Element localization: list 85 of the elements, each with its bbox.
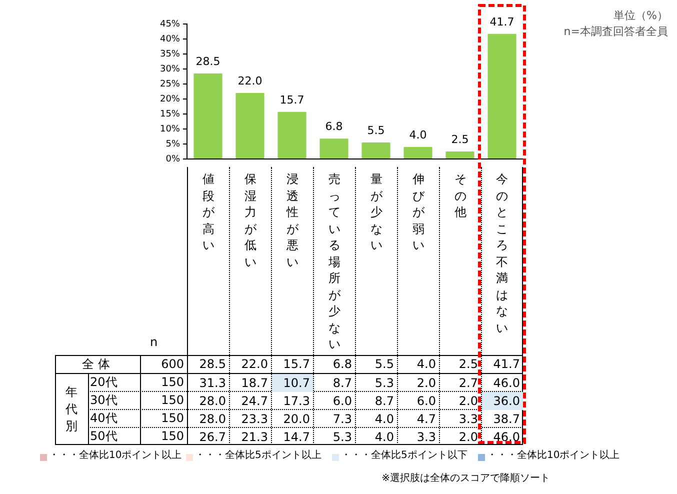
x-tick-label: 伸びが弱い [412, 171, 425, 254]
text: 46.0 [492, 429, 521, 446]
text: 6.8 [325, 120, 343, 133]
text: 2.0 [416, 375, 437, 392]
text: 4.0 [374, 430, 394, 444]
text: 15.7 [280, 93, 304, 106]
y-tick-label: 5% [166, 139, 180, 150]
annotation: 4.0 [409, 128, 427, 142]
text: 2.7 [458, 375, 479, 392]
text: 6.0 [332, 393, 353, 410]
text: 全 体 [81, 356, 111, 373]
text: ※選択肢は全体のスコアで降順ソート [380, 472, 550, 486]
text: 26.7 [198, 429, 227, 446]
data-label: 6.8 [332, 356, 353, 373]
text: 24.7 [240, 393, 269, 410]
text: n=本調査回答者全員 [562, 24, 668, 40]
y-tick-label: 40% [160, 34, 180, 44]
text: 6.0 [416, 393, 437, 410]
text: ・・・全体比5ポイント以上 [195, 448, 322, 463]
y-tick-label: 35% [160, 49, 180, 60]
text: 3.3 [416, 429, 437, 446]
y-tick-label: 0% [166, 154, 180, 164]
text: 8.7 [374, 393, 395, 410]
text: 3.3 [458, 411, 479, 428]
text: 5.5 [367, 124, 385, 137]
text: 7.3 [332, 411, 353, 428]
text: 8.7 [332, 375, 353, 392]
text: 28.5 [196, 54, 220, 68]
y-tick-label: 20% [160, 94, 180, 104]
text: 41.7 [490, 15, 514, 28]
y-tick-label: 25% [160, 79, 180, 90]
text: ・・・全体比5ポイント以下 [341, 448, 468, 463]
x-tick-label: 浸透性が悪い [286, 171, 299, 270]
text: 5.3 [332, 429, 353, 446]
text: 50代 [90, 428, 118, 445]
data-label: 28.5 [198, 356, 227, 373]
text: 40代 [90, 410, 118, 427]
x-tick-label: その他 [454, 171, 467, 220]
text: 2.0 [458, 393, 479, 410]
y-tick-label: 45% [160, 19, 180, 30]
text: 5.3 [374, 375, 395, 392]
category-label: 今のところ不満はない [496, 172, 508, 334]
data-label: 22.0 [240, 356, 269, 373]
y-tick-label: 15% [160, 109, 180, 120]
text: 4.0 [374, 411, 395, 428]
text: 30代 [90, 392, 118, 409]
text: 18.7 [240, 375, 269, 392]
text: 150 [160, 392, 185, 409]
y-tick-label: 10% [160, 124, 180, 134]
data-label: 2.5 [458, 356, 479, 373]
text: 38.7 [492, 411, 521, 428]
text: 2.5 [451, 132, 469, 146]
text: 20代 [90, 374, 118, 391]
text: 150 [160, 410, 185, 427]
text: 46.0 [492, 375, 521, 392]
x-tick-label: 値段が高い [202, 171, 215, 254]
text: ・・・全体比10ポイント以上 [487, 448, 621, 463]
text: 17.3 [282, 393, 311, 410]
text: 600 [160, 356, 185, 373]
text: 28.0 [198, 411, 227, 428]
text: 2.0 [458, 429, 479, 446]
x-tick-label: 保湿力が低い [244, 171, 257, 270]
text: 10.7 [272, 374, 313, 392]
text: 4.7 [416, 411, 437, 428]
text: ・・・全体比10ポイント以上 [49, 448, 183, 463]
y-tick-label: 30% [160, 64, 180, 74]
text: 36.0 [482, 392, 523, 410]
text: 150 [160, 428, 185, 445]
text: 150 [160, 374, 185, 391]
data-label: 4.0 [416, 356, 437, 373]
text: 21.3 [240, 429, 269, 446]
text: 20.0 [282, 411, 311, 428]
category-label: 売っている場所が少ない [328, 172, 340, 351]
text: 23.3 [240, 411, 269, 428]
text: 28.0 [198, 393, 227, 410]
data-label: 41.7 [492, 356, 521, 373]
data-label: 5.5 [374, 356, 395, 373]
text: 31.3 [198, 375, 227, 392]
data-label: 15.7 [282, 356, 311, 373]
text: 22.0 [238, 74, 262, 88]
text: 年代別 [65, 384, 78, 434]
text: n [150, 335, 159, 351]
text: 単位（%） [612, 8, 668, 24]
x-tick-label: 量が少ない [370, 171, 383, 254]
text: 14.7 [282, 429, 311, 446]
